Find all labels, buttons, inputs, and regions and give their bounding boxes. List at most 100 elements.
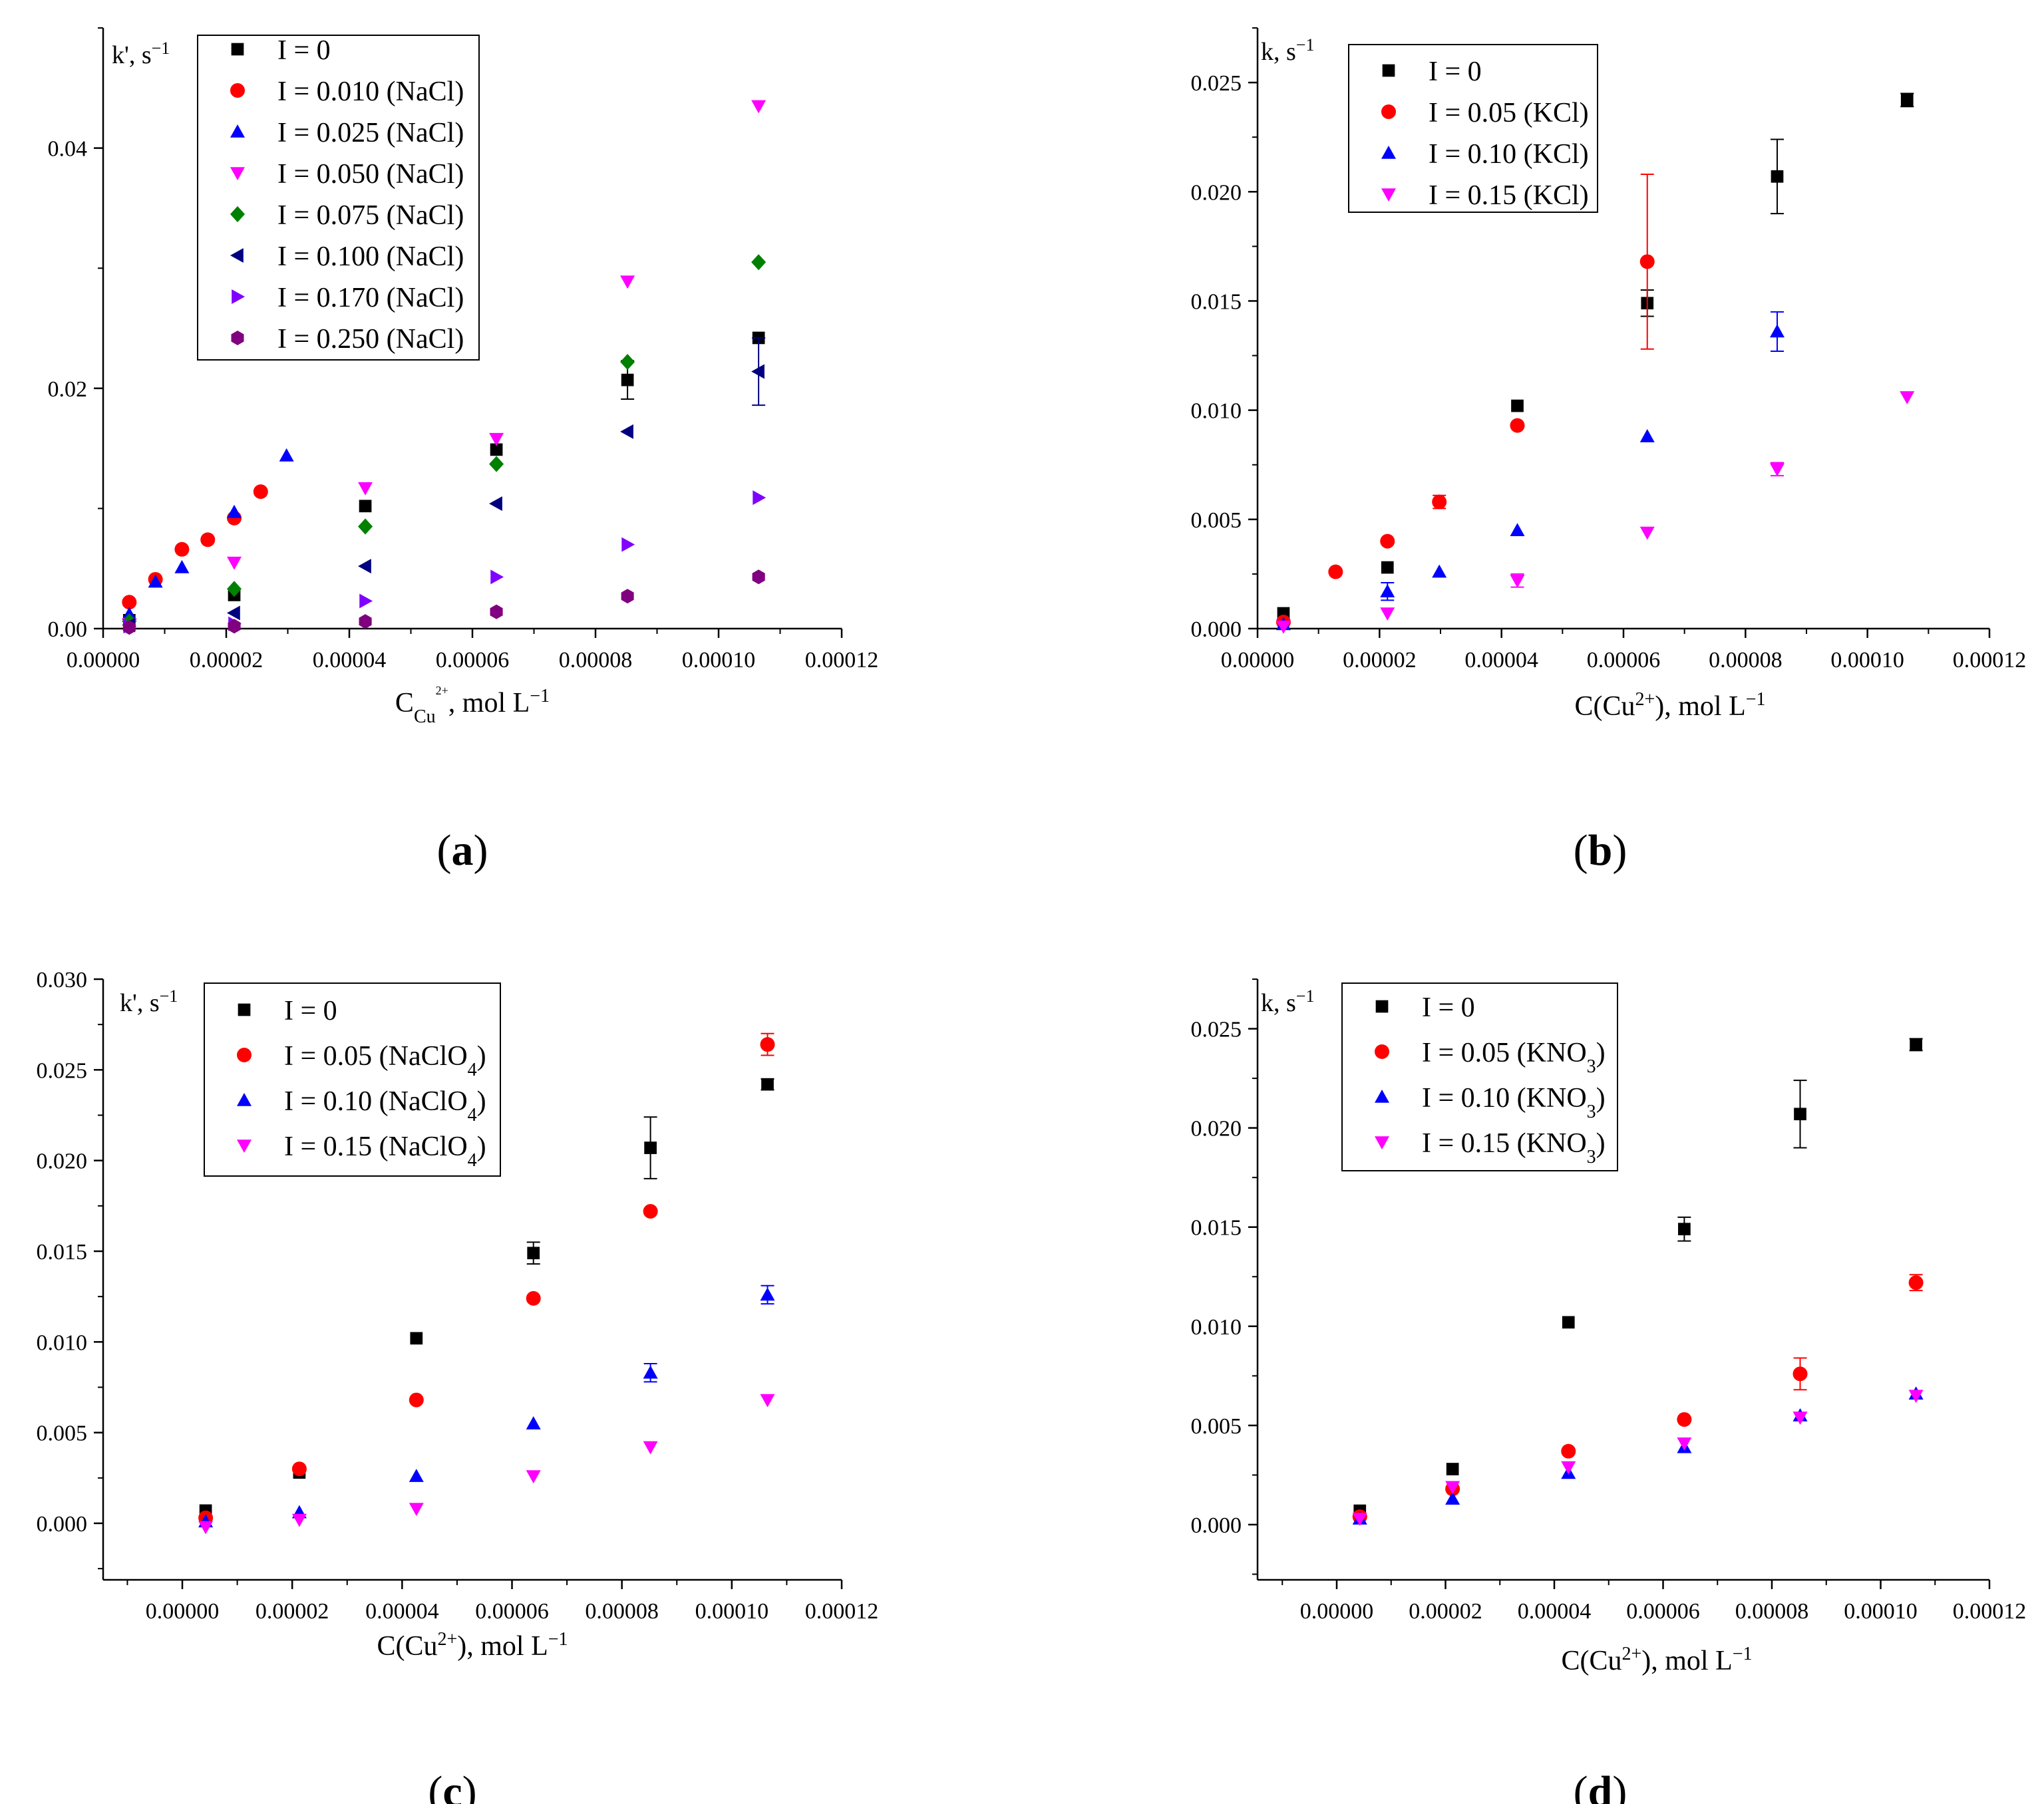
x-axis-label: C(Cu2+), mol L−1 bbox=[377, 1629, 568, 1662]
y-tick-label: 0.010 bbox=[1191, 1315, 1242, 1340]
y-tick-label: 0.020 bbox=[1191, 180, 1242, 205]
legend-entry: I = 0.15 (KCl) bbox=[1429, 180, 1589, 211]
legend-box bbox=[204, 982, 501, 1177]
data-point bbox=[174, 559, 190, 573]
x-tick-label: 0.00004 bbox=[1464, 648, 1538, 673]
series-2 bbox=[1276, 311, 1785, 631]
x-tick-label: 0.00002 bbox=[1343, 648, 1417, 673]
legend-marker bbox=[231, 331, 244, 345]
x-tick-label: 0.00004 bbox=[1518, 1599, 1592, 1624]
y-tick-label: 0.000 bbox=[1191, 1513, 1242, 1538]
series-6 bbox=[123, 490, 766, 634]
x-tick-label: 0.00002 bbox=[190, 648, 263, 673]
data-point bbox=[1771, 170, 1784, 183]
y-tick-label: 0.02 bbox=[48, 377, 88, 402]
x-axis-label: CCu2+, mol L−1 bbox=[395, 684, 550, 727]
legend-marker bbox=[230, 83, 245, 98]
x-tick-label: 0.00008 bbox=[559, 648, 633, 673]
y-tick-label: 0.005 bbox=[1191, 508, 1242, 533]
data-point bbox=[760, 1037, 775, 1052]
series-2 bbox=[1352, 1386, 1924, 1525]
x-tick-label: 0.00008 bbox=[1735, 1599, 1809, 1624]
data-point bbox=[174, 541, 190, 557]
data-point bbox=[122, 595, 137, 610]
series-1 bbox=[1276, 174, 1655, 630]
legend: I = 0 I = 0.05 (NaClO4) I = 0.10 (NaClO4) I… bbox=[204, 982, 501, 1177]
legend-marker bbox=[1375, 1044, 1389, 1059]
data-point bbox=[198, 1521, 214, 1535]
data-point bbox=[1908, 1275, 1924, 1290]
legend-entry: I = 0.15 (KNO3) bbox=[1422, 1128, 1606, 1167]
x-tick-label: 0.00008 bbox=[585, 1599, 659, 1624]
legend-marker bbox=[1381, 188, 1396, 202]
data-point bbox=[358, 518, 373, 535]
data-point bbox=[1794, 1108, 1806, 1121]
data-point bbox=[409, 1503, 424, 1517]
data-point bbox=[621, 589, 634, 604]
y-tick-label: 0.025 bbox=[1191, 71, 1242, 96]
y-axis-label: k', s−1 bbox=[120, 986, 178, 1018]
data-point bbox=[1510, 523, 1525, 537]
y-tick-label: 0.04 bbox=[48, 137, 88, 162]
data-point bbox=[359, 593, 373, 609]
data-point bbox=[1770, 324, 1785, 338]
data-point bbox=[751, 254, 766, 271]
series-3 bbox=[198, 1394, 775, 1535]
data-point bbox=[1792, 1366, 1808, 1382]
legend-box bbox=[1341, 982, 1618, 1171]
data-point bbox=[490, 569, 504, 585]
panel-label: (a) bbox=[437, 826, 488, 875]
x-tick-label: 0.00000 bbox=[67, 648, 140, 673]
data-point bbox=[620, 424, 633, 439]
y-axis-label: k', s−1 bbox=[112, 39, 170, 70]
y-tick-label: 0.010 bbox=[37, 1330, 88, 1355]
x-tick-label: 0.00002 bbox=[256, 1599, 329, 1624]
legend-entry: I = 0.10 (NaClO4) bbox=[284, 1086, 486, 1126]
y-tick-label: 0.030 bbox=[37, 968, 88, 992]
y-tick-label: 0.025 bbox=[37, 1058, 88, 1083]
x-tick-label: 0.00010 bbox=[1844, 1599, 1918, 1624]
data-point bbox=[489, 496, 502, 512]
x-tick-label: 0.00012 bbox=[1953, 648, 2027, 673]
legend-marker bbox=[1381, 146, 1396, 159]
x-axis-label: C(Cu2+), mol L−1 bbox=[1574, 689, 1765, 722]
x-tick-label: 0.00004 bbox=[313, 648, 387, 673]
legend-entry: I = 0.250 (NaCl) bbox=[277, 324, 464, 355]
data-point bbox=[1276, 620, 1291, 634]
data-point bbox=[227, 605, 240, 621]
data-point bbox=[148, 574, 163, 588]
legend: I = 0 I = 0.010 (NaCl) I = 0.025 (NaCl) I =… bbox=[197, 35, 480, 361]
data-point bbox=[621, 537, 635, 552]
data-point bbox=[621, 373, 634, 386]
data-point bbox=[1352, 1513, 1367, 1527]
data-point bbox=[1639, 254, 1655, 269]
y-tick-label: 0.005 bbox=[1191, 1414, 1242, 1439]
data-point bbox=[359, 500, 372, 513]
data-point bbox=[227, 556, 242, 570]
data-point bbox=[761, 1078, 774, 1091]
legend-entry: I = 0.010 (NaCl) bbox=[277, 76, 464, 107]
data-point bbox=[526, 1416, 541, 1429]
series-2 bbox=[122, 448, 294, 621]
legend-entry: I = 0.10 (KCl) bbox=[1429, 139, 1589, 170]
data-point bbox=[489, 456, 504, 472]
data-point bbox=[1910, 1038, 1922, 1051]
y-tick-label: 0.020 bbox=[1191, 1117, 1242, 1141]
x-tick-label: 0.00008 bbox=[1709, 648, 1783, 673]
legend-marker bbox=[237, 1139, 252, 1153]
x-tick-label: 0.00010 bbox=[695, 1599, 769, 1624]
data-point bbox=[527, 1247, 540, 1260]
data-point bbox=[643, 1204, 658, 1219]
data-point bbox=[760, 1394, 775, 1408]
legend-marker bbox=[1375, 1000, 1389, 1013]
data-point bbox=[1446, 1463, 1459, 1475]
data-point bbox=[620, 275, 635, 289]
data-point bbox=[359, 614, 372, 629]
panel-c: 0.00000 0.00002 0.00004 0.00006 0.00008 0.000… bbox=[37, 968, 879, 1804]
x-tick-label: 0.00006 bbox=[475, 1599, 549, 1624]
series-3 bbox=[1276, 391, 1915, 634]
data-point bbox=[1677, 1412, 1692, 1427]
series-1 bbox=[122, 484, 268, 610]
x-axis-label: C(Cu2+), mol L−1 bbox=[1561, 1644, 1752, 1677]
legend-entry: I = 0 bbox=[284, 996, 337, 1026]
